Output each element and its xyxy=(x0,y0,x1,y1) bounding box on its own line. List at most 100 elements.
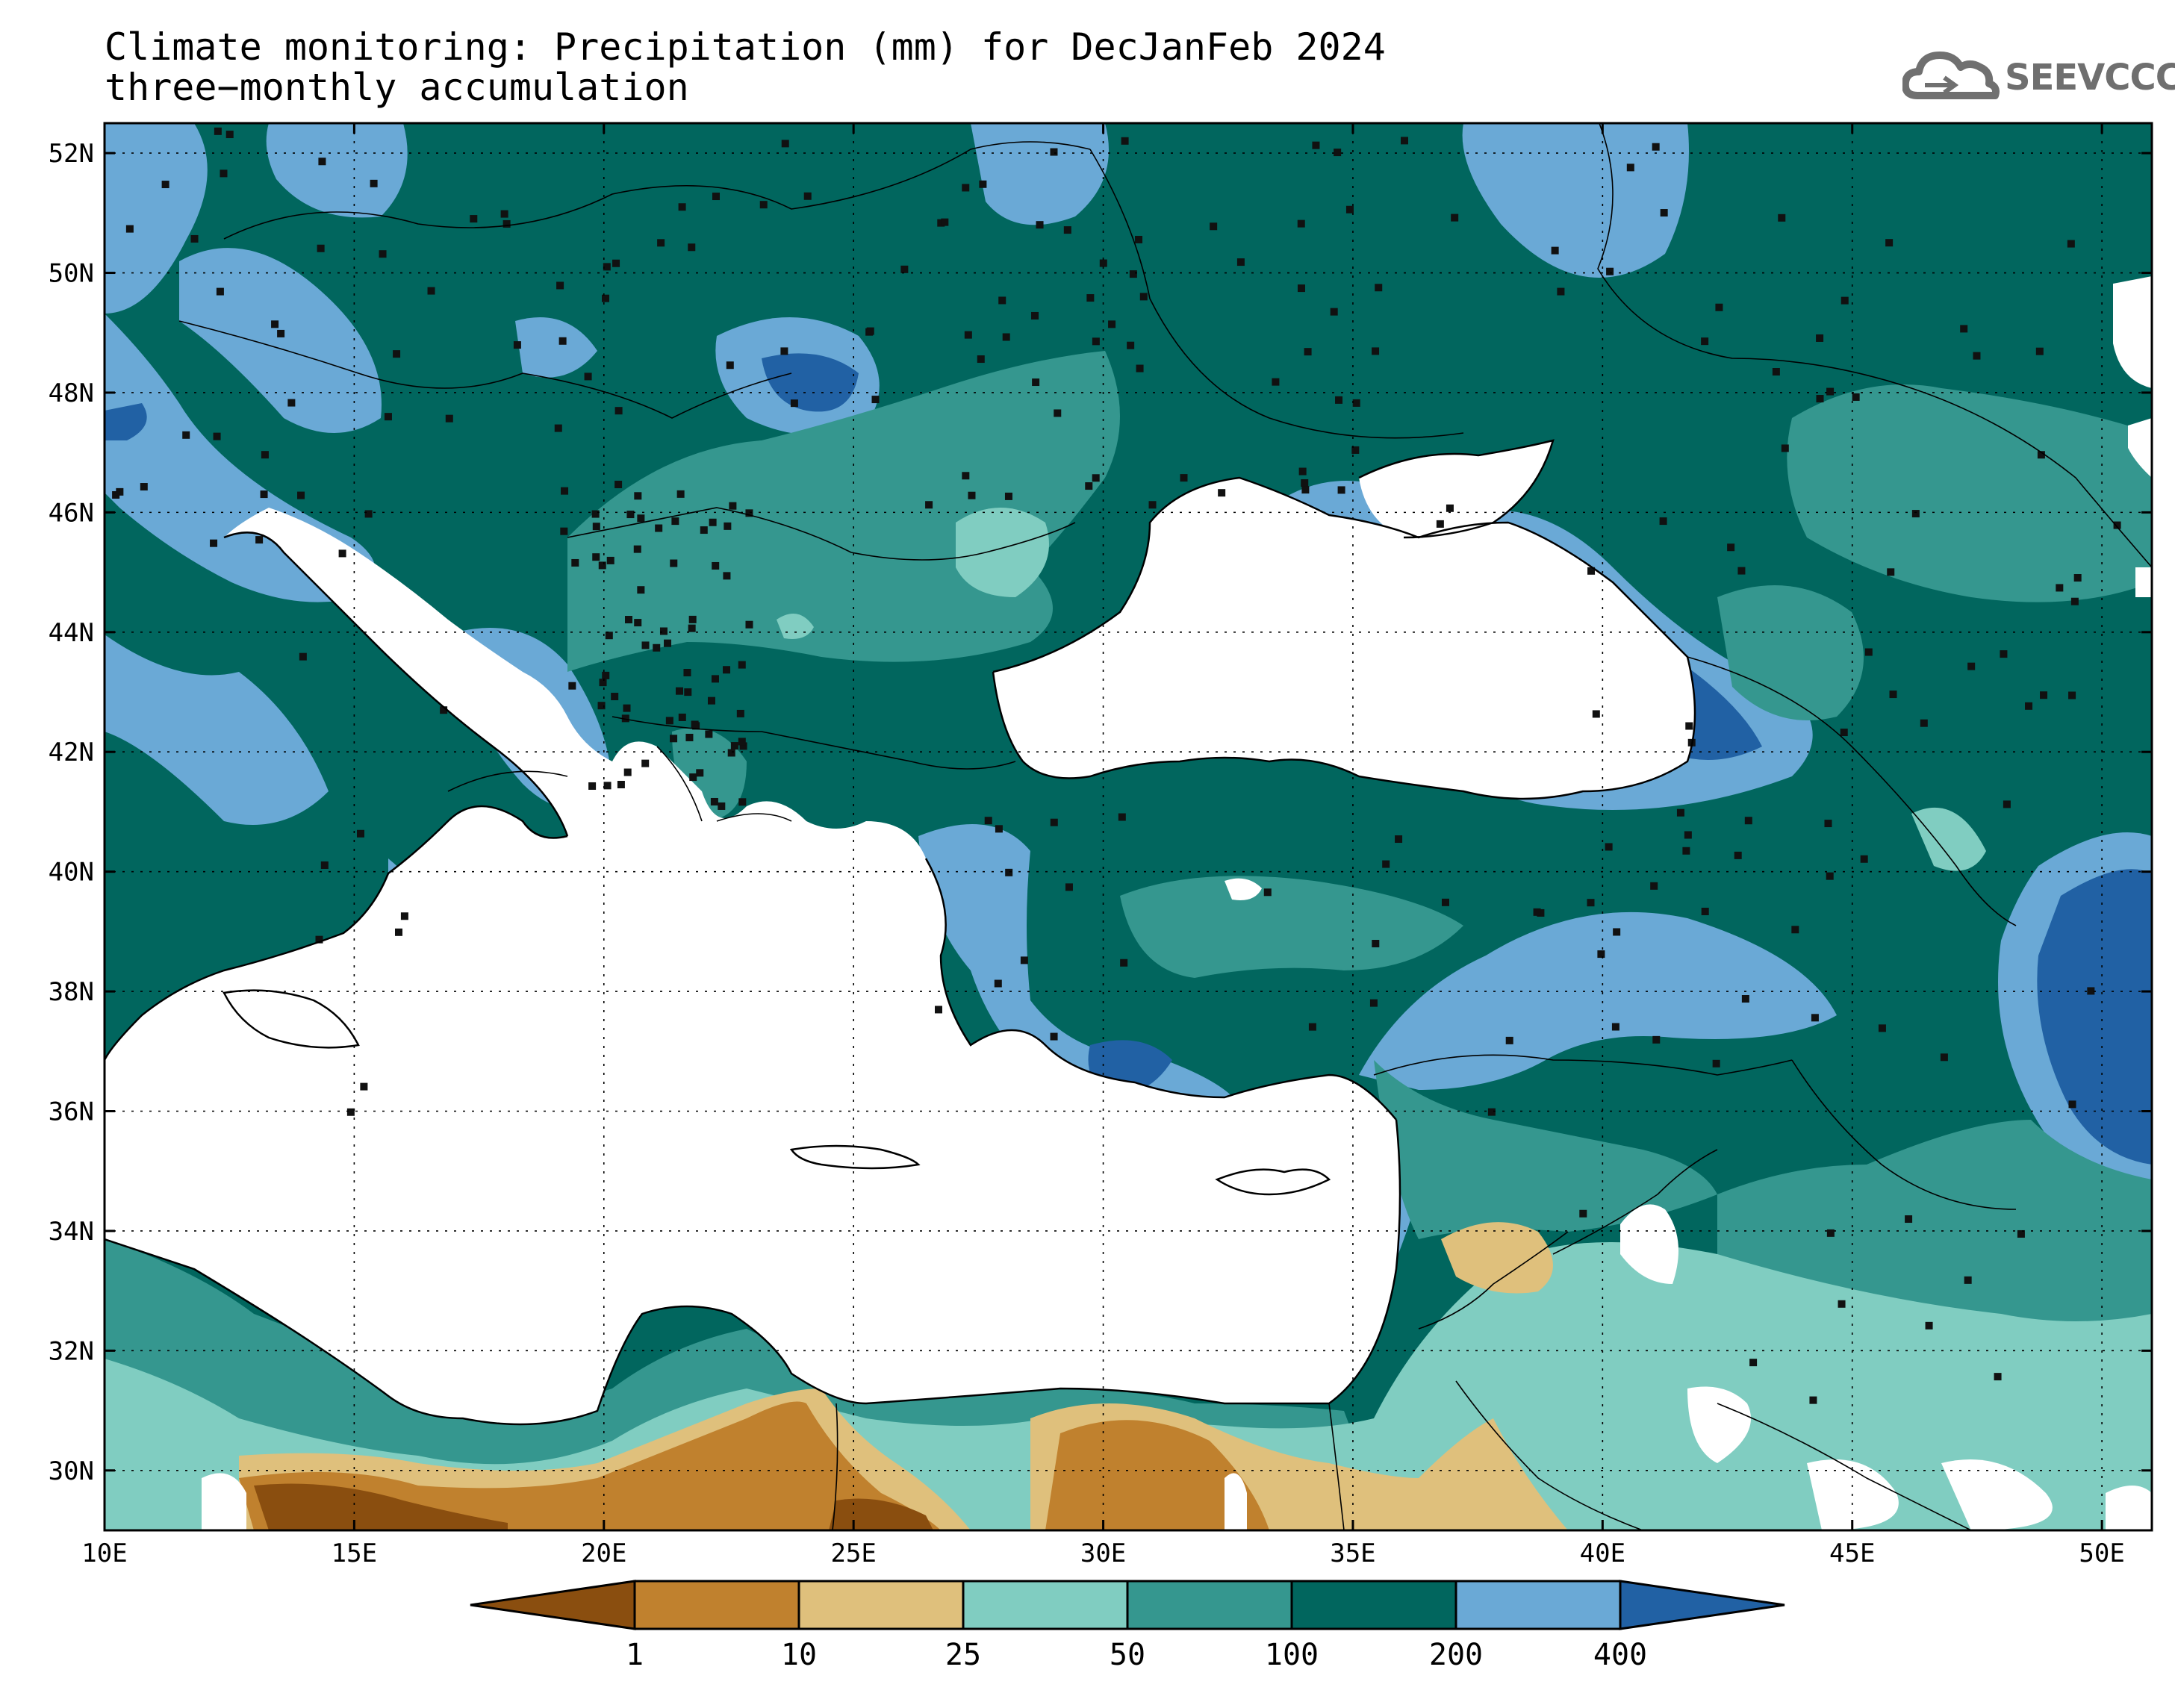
stipple-dot xyxy=(1626,163,1634,172)
stipple-dot xyxy=(592,553,600,561)
x-tick-label: 50E xyxy=(2079,1539,2124,1568)
map-field xyxy=(105,123,2152,1530)
stipple-dot xyxy=(1597,950,1605,959)
stipple-dot xyxy=(1838,1300,1846,1308)
stipple-dot xyxy=(1050,1032,1058,1041)
stipple-dot xyxy=(1375,284,1383,292)
stipple-dot xyxy=(2073,574,2082,582)
stipple-dot xyxy=(588,782,597,790)
stipple-dot xyxy=(614,407,623,415)
stipple-dot xyxy=(1382,860,1390,868)
colorbar-swatch xyxy=(797,1580,965,1630)
stipple-dot xyxy=(1451,214,1459,222)
stipple-dot xyxy=(678,203,686,211)
stipple-dot xyxy=(1920,719,1928,727)
stipple-dot xyxy=(384,413,392,421)
stipple-dot xyxy=(729,502,737,510)
colorbar-swatch xyxy=(633,1580,800,1630)
stipple-dot xyxy=(1911,510,1920,518)
stipple-dot xyxy=(513,341,521,349)
colorbar-label: 25 xyxy=(945,1638,981,1672)
stipple-dot xyxy=(726,361,734,370)
stipple-dot xyxy=(213,432,221,440)
y-tick-label: 34N xyxy=(49,1217,94,1247)
stipple-dot xyxy=(299,652,307,661)
stipple-dot xyxy=(623,768,632,776)
colorbar: 1 10 25 50 100 200 400 xyxy=(470,1580,1785,1672)
stipple-dot xyxy=(320,861,329,869)
stipple-dot xyxy=(357,829,365,838)
stipple-dot xyxy=(1005,868,1013,876)
stipple-dot xyxy=(338,549,346,558)
country-borders xyxy=(178,123,2152,1530)
x-tick-label: 10E xyxy=(81,1539,127,1568)
stipple-dot xyxy=(1210,222,1218,231)
stipple-dot xyxy=(1218,489,1226,497)
stipple-dot xyxy=(634,492,642,500)
stipple-dot xyxy=(364,510,373,518)
stipple-dot xyxy=(937,219,945,227)
stipple-dot xyxy=(710,797,718,805)
stipple-dot xyxy=(1135,235,1143,243)
stipple-dot xyxy=(1505,1036,1513,1044)
stipple-dot xyxy=(723,572,731,580)
stipple-dot xyxy=(1737,567,1746,575)
stipple-dot xyxy=(1301,479,1309,487)
stipple-dot xyxy=(925,501,933,509)
stipple-dot xyxy=(2035,347,2044,355)
stipple-dot xyxy=(1118,813,1126,821)
stipple-dots xyxy=(112,127,2121,1404)
stipple-dot xyxy=(871,396,880,404)
stipple-dot xyxy=(112,491,120,499)
stipple-dot xyxy=(998,296,1006,305)
stipple-dot xyxy=(705,730,713,738)
y-tick-label: 44N xyxy=(49,618,94,648)
stipple-dot xyxy=(1772,368,1780,376)
stipple-dot xyxy=(277,329,285,337)
stipple-dot xyxy=(2056,584,2064,592)
x-tick-label: 35E xyxy=(1330,1539,1375,1568)
stipple-dot xyxy=(1551,246,1559,255)
stipple-dot xyxy=(1050,148,1058,156)
stipple-dot xyxy=(730,742,738,750)
stipple-dot xyxy=(1749,1359,1758,1367)
stipple-dot xyxy=(621,714,629,723)
stipple-dot xyxy=(683,669,691,677)
stipple-dot xyxy=(657,239,665,247)
stipple-dot xyxy=(964,331,972,339)
stipple-dot xyxy=(315,935,323,944)
stipple-dot xyxy=(803,192,812,200)
stipple-dot xyxy=(1136,364,1144,373)
stipple-dot xyxy=(445,414,453,423)
stipple-dot xyxy=(736,709,744,717)
stipple-dot xyxy=(612,259,620,267)
stipple-dot xyxy=(685,733,694,741)
stipple-dot xyxy=(2087,987,2095,995)
stipple-dot xyxy=(1701,907,1709,915)
stipple-dot xyxy=(287,399,296,407)
stipple-dot xyxy=(655,524,663,532)
stipple-dot xyxy=(1613,928,1621,936)
y-tick-label: 38N xyxy=(49,977,94,1007)
stipple-dot xyxy=(1652,1035,1661,1044)
logo-text: SEEVCCC xyxy=(2005,57,2175,99)
stipple-dot xyxy=(700,526,708,534)
colorbar-swatch xyxy=(470,1580,636,1630)
stipple-dot xyxy=(606,556,614,564)
stipple-dot xyxy=(591,510,600,518)
stipple-dot xyxy=(739,742,747,750)
stipple-dot xyxy=(1121,137,1129,145)
stipple-dot xyxy=(968,491,976,499)
chart-subtitle: three−monthly accumulation xyxy=(105,66,689,109)
stipple-dot xyxy=(1065,883,1073,891)
stipple-dot xyxy=(1864,648,1873,656)
stipple-dot xyxy=(182,431,190,439)
stipple-dot xyxy=(745,620,753,629)
stipple-dot xyxy=(1236,258,1245,267)
stipple-dot xyxy=(1004,492,1012,500)
stipple-dot xyxy=(568,682,576,690)
stipple-dot xyxy=(1263,888,1272,897)
stipple-dot xyxy=(670,735,678,743)
stipple-dot xyxy=(1684,831,1692,839)
stipple-dot xyxy=(1297,284,1305,293)
